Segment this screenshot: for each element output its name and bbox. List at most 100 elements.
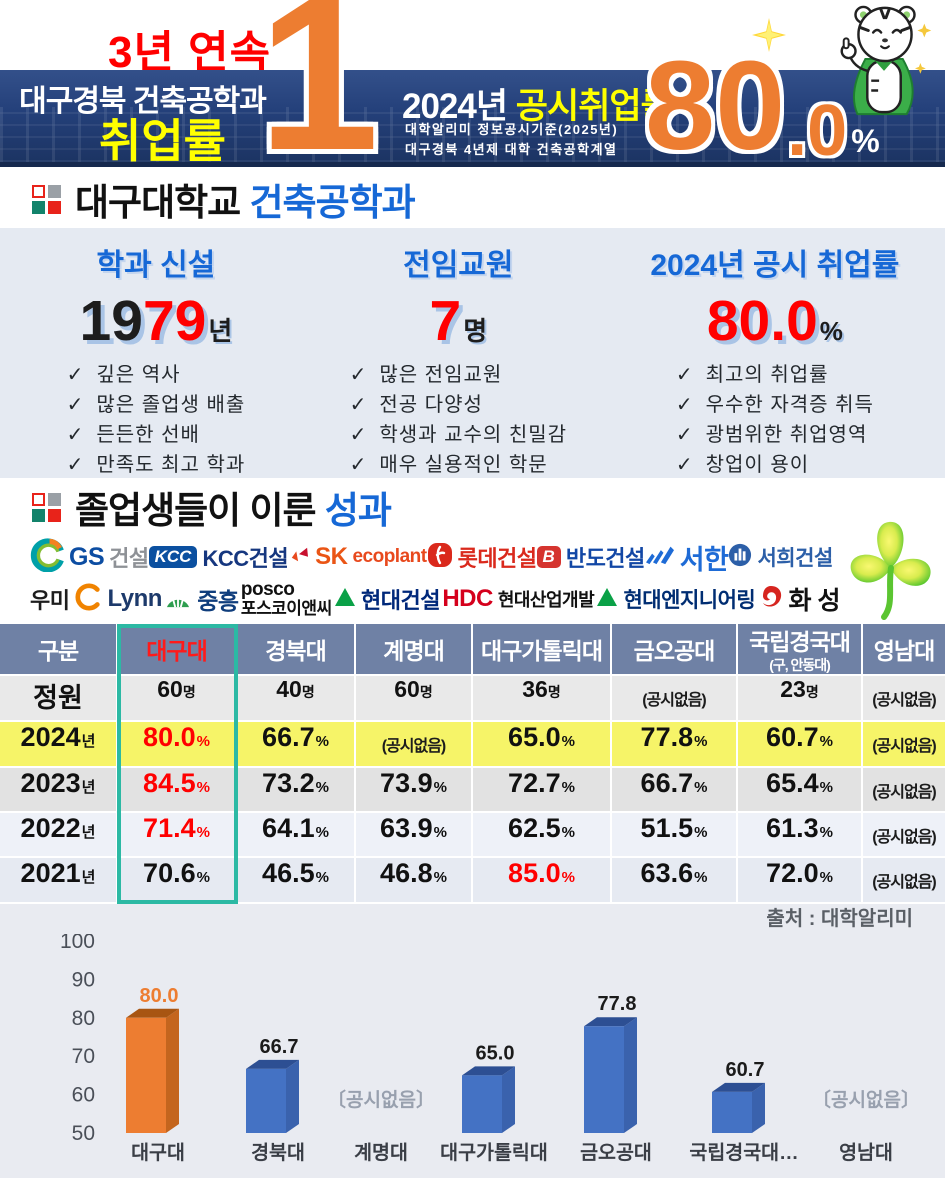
cell-value: 60 xyxy=(394,676,420,702)
section-results-title: 졸업생들이 이룬 성과 xyxy=(75,480,392,534)
table-cell: 51.5% xyxy=(612,813,738,858)
dept-stat-value: 7명 xyxy=(312,288,605,354)
table-header-cell: 금오공대 xyxy=(612,624,738,676)
company-logos-panel: GS 건설 KCC KCC건설 SK ecoplant 롯데건설 B 반도건설 서한 서희건설 우미… xyxy=(0,521,945,624)
stat-value-black: 19 xyxy=(79,289,143,353)
dept-stat-column: 학과 신설 1979년 ✓ 깊은 역사 ✓ 많은 졸업생 배출 ✓ 든든한 선배 ✓ 만족도 최고… xyxy=(0,240,312,478)
x-axis-category-label: 영남대 xyxy=(839,1142,893,1164)
stat-value-unit: 년 xyxy=(208,316,233,346)
gs-swirl-icon xyxy=(30,537,64,577)
checkmark-icon: ✓ xyxy=(675,364,694,386)
bar-대구가톨릭대 xyxy=(462,1075,502,1133)
cell-unit: 명 xyxy=(547,684,561,700)
logo-text: 현대건설 xyxy=(361,588,440,613)
logo-woomi-lynn: 우미 Lynn xyxy=(30,583,162,616)
table-cell: 63.9% xyxy=(356,813,473,858)
logo-hwasung: 화 성 xyxy=(758,581,841,617)
banner-left-title: 대구경북 건축공학과 xyxy=(19,85,267,118)
table-cell: 71.4% xyxy=(118,813,237,858)
cell-unit: % xyxy=(694,824,708,841)
y-axis-tick: 90 xyxy=(72,968,95,991)
cell-value: 80.0 xyxy=(143,722,196,752)
cell-unit: 명 xyxy=(182,684,196,700)
checklist-item: ✓ 깊은 역사 xyxy=(67,360,246,390)
checklist-text: 매우 실용적인 학문 xyxy=(379,454,548,476)
checklist-item: ✓ 매우 실용적인 학문 xyxy=(350,450,567,480)
row-label-text: 2023 xyxy=(20,768,81,798)
checkmark-icon: ✓ xyxy=(66,364,85,386)
hwasung-swirl-icon xyxy=(758,584,784,615)
checklist-text: 최고의 취업률 xyxy=(705,364,829,386)
logo-text: ecoplant xyxy=(352,546,427,567)
checkmark-icon: ✓ xyxy=(675,454,694,476)
checklist-text: 창업이 용이 xyxy=(705,454,810,476)
logo-hyundai-enc: 현대건설 xyxy=(334,583,440,615)
checklist-text: 광범위한 취업영역 xyxy=(705,424,868,446)
cell-value: 85.0 xyxy=(508,858,561,888)
table-cell: 62.5% xyxy=(473,813,612,858)
table-cell: 36 명 xyxy=(473,676,612,722)
cell-unit: % xyxy=(433,869,447,886)
logo-hyundai-engineering: 현대엔지니어링 xyxy=(596,584,756,614)
dept-stat-column: 전임교원 7명 ✓ 많은 전임교원 ✓ 전공 다양성 ✓ 학생과 교수의 친밀감 ✓ 매우 실용적… xyxy=(312,240,605,478)
table-cell: 60 명 xyxy=(118,676,237,722)
logo-row-2: 우미 Lynn 중흥 posco 포스코이앤씨 현대건설 HDC 현대산업개발 현대엔지니어링 화… xyxy=(0,578,945,620)
section-results-heading: 졸업생들이 이룬 성과 xyxy=(0,478,945,536)
checklist-item: ✓ 많은 졸업생 배출 xyxy=(67,390,246,420)
checklist-item: ✓ 최고의 취업률 xyxy=(676,360,874,390)
table-cell: (공시없음) xyxy=(863,813,945,858)
tiger-mascot-icon xyxy=(837,2,933,125)
cell-value: 23 xyxy=(780,676,806,702)
results-title-blue: 성과 xyxy=(324,490,392,531)
streak-label: 3년 연속 xyxy=(108,28,272,77)
bar-국립경국대… xyxy=(712,1091,752,1133)
table-cell: 77.8% xyxy=(612,722,738,768)
bar-top-face xyxy=(584,1017,637,1027)
header-banner: 3년 연속 대구경북 건축공학과 취업률 1 2024년 공시취업률 대학알리미… xyxy=(0,0,945,184)
table-header-cell: 영남대 xyxy=(863,624,945,676)
campus-photo-banner xyxy=(0,70,945,167)
cell-unit: % xyxy=(315,869,329,886)
bar-side-face xyxy=(502,1066,515,1133)
cell-value: 70.6 xyxy=(143,858,196,888)
dept-stat-column: 2024년 공시 취업률 80.0% ✓ 최고의 취업률 ✓ 우수한 자격증 취득 ✓ 광범위… xyxy=(605,240,945,478)
bar-금오공대 xyxy=(584,1026,624,1133)
checklist-item: ✓ 전공 다양성 xyxy=(350,390,567,420)
y-axis-tick: 100 xyxy=(60,934,95,953)
cell-unit: % xyxy=(433,779,447,796)
row-label-unit: 년 xyxy=(81,779,96,796)
table-cell: 61.3% xyxy=(738,813,863,858)
table-cell: (공시없음) xyxy=(863,722,945,768)
bar-value-label: 60.7 xyxy=(726,1059,765,1081)
row-label-text: 2024 xyxy=(20,722,81,752)
x-axis-category-label: 국립경국대… xyxy=(689,1142,798,1164)
checklist-text: 만족도 최고 학과 xyxy=(96,454,246,476)
cell-value: 60 xyxy=(157,676,183,702)
table-cell: 66.7% xyxy=(612,768,738,813)
table-cell: (공시없음) xyxy=(612,676,738,722)
logo-text: 반도건설 xyxy=(565,546,645,571)
clover-icon xyxy=(841,514,941,625)
results-title-black: 졸업생들이 이룬 xyxy=(75,490,325,531)
dept-stat-title: 학과 신설 xyxy=(96,249,216,282)
banner-source-note: 대학알리미 정보공시기준(2025년) 대구경북 4년제 대학 건축공학계열 xyxy=(405,120,618,160)
dept-checklist: ✓ 많은 전임교원 ✓ 전공 다양성 ✓ 학생과 교수의 친밀감 ✓ 매우 실용적인 학문 xyxy=(350,360,567,480)
cell-value: 61.3 xyxy=(766,813,819,843)
logo-kcc-construction: KCC KCC건설 xyxy=(148,541,289,573)
y-axis-tick: 60 xyxy=(72,1084,95,1107)
logo-gs-construction: GS 건설 xyxy=(30,537,149,577)
cell-unit: % xyxy=(433,824,447,841)
logo-text: HDC xyxy=(442,585,493,612)
checklist-text: 학생과 교수의 친밀감 xyxy=(379,424,568,446)
logo-lotte-construction: 롯데건설 xyxy=(427,541,537,573)
table-cell: 65.4% xyxy=(738,768,863,813)
logo-text: 화 성 xyxy=(788,587,841,615)
row-label-text: 2022 xyxy=(20,813,81,843)
table-cell: 40 명 xyxy=(237,676,356,722)
table-header-label: 경북대 xyxy=(265,638,326,664)
checklist-text: 전공 다양성 xyxy=(379,394,483,416)
table-header-cell: 대구가톨릭대 xyxy=(473,624,612,676)
logo-text-stack: posco 포스코이앤씨 xyxy=(241,580,332,618)
table-cell: 80.0% xyxy=(118,722,237,768)
checkmark-icon: ✓ xyxy=(349,364,368,386)
